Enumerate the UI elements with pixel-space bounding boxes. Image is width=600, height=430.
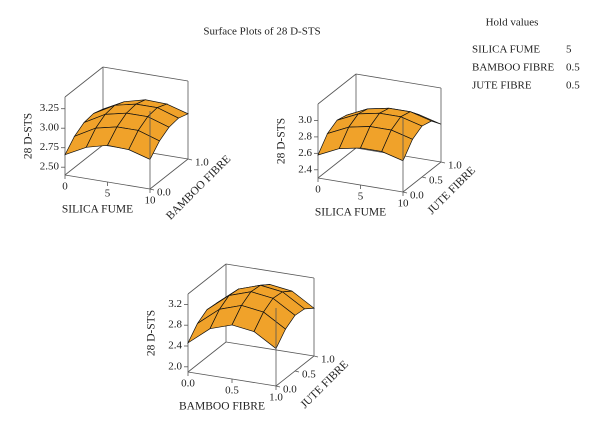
box-edge xyxy=(225,263,315,279)
y-tick-label: 1.0 xyxy=(321,354,335,366)
hold-name: SILICA FUME xyxy=(472,44,540,56)
hold-name: BAMBOO FIBRE xyxy=(472,62,554,74)
z-tick-label: 3.0 xyxy=(298,114,312,126)
z-tick-label: 2.4 xyxy=(168,340,182,352)
z-tick-label: 3.2 xyxy=(168,298,182,310)
y-tick xyxy=(275,385,281,388)
box-edge xyxy=(225,341,315,357)
y-tick-label: 0.5 xyxy=(429,175,443,187)
y-tick xyxy=(402,191,408,194)
z-tick-label: 2.6 xyxy=(298,147,312,159)
x-tick-label: 0.5 xyxy=(225,385,239,397)
box-edge xyxy=(149,158,189,190)
z-tick-label: 2.0 xyxy=(168,360,182,372)
z-axis-label: 28 D-STS xyxy=(146,310,158,356)
y-tick-label: 0.0 xyxy=(157,187,171,199)
z-tick-label: 2.75 xyxy=(40,141,60,153)
y-tick xyxy=(149,188,155,191)
hold-value: 0.5 xyxy=(566,80,580,92)
x-tick-label: 0 xyxy=(62,181,68,193)
box-edge xyxy=(355,73,442,89)
z-tick-label: 2.8 xyxy=(168,319,182,331)
hold-value: 5 xyxy=(566,44,572,56)
x-axis-label: SILICA FUME xyxy=(62,204,133,216)
y-tick-label: 1.0 xyxy=(448,160,462,172)
box-edge xyxy=(187,263,227,295)
x-tick-label: 0 xyxy=(315,184,321,196)
hold-name: JUTE FIBRE xyxy=(472,80,532,92)
y-tick xyxy=(294,370,300,373)
x-axis-label: BAMBOO FIBRE xyxy=(179,401,265,413)
x-tick-label: 5 xyxy=(358,191,364,203)
y-tick xyxy=(313,355,319,358)
y-tick xyxy=(421,176,427,179)
y-tick xyxy=(440,161,446,164)
box-edge xyxy=(64,144,104,176)
figure-title: Surface Plots of 28 D-STS xyxy=(203,26,320,38)
x-tick-label: 10 xyxy=(145,195,157,207)
x-axis-label: SILICA FUME xyxy=(315,207,386,219)
z-tick-label: 2.50 xyxy=(40,161,60,173)
box-edge xyxy=(64,66,104,98)
surface-patch xyxy=(381,129,413,162)
y-tick-label: 0.0 xyxy=(283,384,297,396)
y-tick xyxy=(187,158,193,161)
x-tick-label: 10 xyxy=(398,198,410,210)
y-tick-label: 0.5 xyxy=(302,369,316,381)
z-tick-label: 2.4 xyxy=(298,163,312,175)
box-edge xyxy=(187,341,227,373)
x-tick-label: 5 xyxy=(105,188,111,200)
box-edge xyxy=(102,66,189,82)
surface-patch xyxy=(128,129,160,160)
x-tick-label: 0.0 xyxy=(181,378,195,390)
surface-patch xyxy=(253,311,286,350)
z-axis-label: 28 D-STS xyxy=(276,118,288,164)
z-tick-label: 2.8 xyxy=(298,130,312,142)
x-tick-label: 1.0 xyxy=(269,392,283,404)
z-axis-label: 28 D-STS xyxy=(23,113,35,159)
y-tick-label: 1.0 xyxy=(195,157,209,169)
hold-title: Hold values xyxy=(486,17,539,29)
y-tick-label: 0.0 xyxy=(410,190,424,202)
box-edge xyxy=(317,73,357,105)
z-tick-label: 3.00 xyxy=(40,122,60,134)
hold-value: 0.5 xyxy=(566,62,580,74)
box-edge xyxy=(317,147,357,179)
z-tick-label: 3.25 xyxy=(40,102,60,114)
